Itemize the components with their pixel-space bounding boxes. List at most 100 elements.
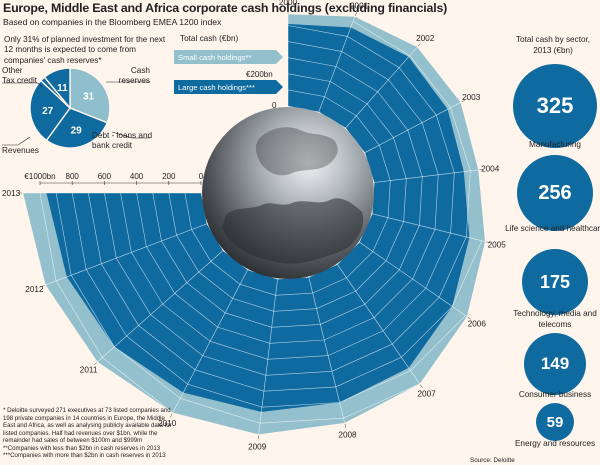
year-tick-2001 xyxy=(354,12,357,16)
spoke-2002 xyxy=(345,46,418,129)
pie-leader-other xyxy=(2,82,43,88)
spoke-2010 xyxy=(172,269,248,413)
year-tick-2003 xyxy=(461,99,466,103)
year-label-2010: 2010 xyxy=(158,419,177,428)
gridline-200 xyxy=(168,73,407,312)
year-label-2001: 2001 xyxy=(350,2,369,11)
year-label-2008: 2008 xyxy=(338,431,357,440)
globe xyxy=(202,107,374,279)
sector-consumer-circle: 149 xyxy=(524,333,586,395)
spoke-2007 xyxy=(337,264,420,385)
source-note: Source: Deloitte xyxy=(470,457,515,464)
spoke-2012 xyxy=(45,223,207,286)
year-label-2007: 2007 xyxy=(417,390,436,399)
pie-slice-other xyxy=(43,67,71,110)
year-label-2000: 2000 xyxy=(279,0,298,7)
legend-large-swatch xyxy=(174,80,283,94)
gridline-300 xyxy=(152,57,423,328)
gridline-1000 xyxy=(39,192,173,413)
legend-large-label: Large cash holdings*** xyxy=(178,83,255,92)
axis-title: Total cash (€bn) xyxy=(180,34,239,43)
footnote-1: * Deloitte surveyed 271 executives at 73… xyxy=(3,407,172,444)
pie-leader-debt xyxy=(111,131,150,139)
area-layer xyxy=(23,14,485,435)
spoke-2009 xyxy=(258,279,278,435)
legend-small-swatch xyxy=(174,50,283,64)
year-label-2002: 2002 xyxy=(416,34,435,43)
scale-tick-1000: €1000bn xyxy=(24,172,55,181)
chart-title: Europe, Middle East and Africa corporate… xyxy=(3,1,448,15)
pie-label-tax: Tax credit xyxy=(2,76,38,85)
sector-life-science-label: Life science and healthcare xyxy=(505,224,600,233)
year-label-2003: 2003 xyxy=(462,93,481,102)
year-tick-2002 xyxy=(417,43,421,47)
pie-label-other: Other xyxy=(2,66,23,75)
pie-slice-revenues xyxy=(29,79,71,142)
sector-energy-circle: 59 xyxy=(536,403,574,441)
year-tick-2010 xyxy=(170,413,173,418)
year-tick-2005 xyxy=(485,241,490,244)
sector-technology-circle: 175 xyxy=(522,249,588,315)
chart-subtitle: Based on companies in the Bloomberg EMEA… xyxy=(3,17,222,27)
globe-land-shape xyxy=(222,198,364,264)
year-label-2006: 2006 xyxy=(468,319,487,328)
year-label-2012: 2012 xyxy=(25,285,44,294)
footnotes: * Deloitte surveyed 271 executives at 73… xyxy=(3,407,173,460)
year-label-2009: 2009 xyxy=(248,442,267,451)
year-tick-2008 xyxy=(344,423,347,428)
pie-value-revenues: 27 xyxy=(42,106,54,117)
year-tick-2006 xyxy=(467,316,472,320)
legend-small-label: Small cash holdings** xyxy=(178,53,252,62)
pie-chart: 31 29 27 11 xyxy=(2,67,150,149)
scale-tick-600: 600 xyxy=(98,172,112,181)
sector-manufacturing-circle: 325 xyxy=(513,64,597,148)
sector-life-science-circle: 256 xyxy=(517,155,593,231)
spoke-2006 xyxy=(359,242,468,317)
pie-intro-text: Only 31% of planned investment for the n… xyxy=(4,35,166,65)
year-tick-2012 xyxy=(40,285,45,287)
spoke-2001 xyxy=(318,16,356,112)
year-label-2004: 2004 xyxy=(481,165,500,174)
scale-tick-0: 0 xyxy=(199,172,204,181)
spoke-2005 xyxy=(372,213,486,242)
area-large-cash-holdings xyxy=(46,23,470,413)
spoke-2011 xyxy=(97,250,224,362)
year-label-2013: 2013 xyxy=(2,189,21,198)
tick-200-label: €200bn xyxy=(246,70,273,79)
sector-title: Total cash by sector, 2013 (€bn) xyxy=(515,35,591,55)
sector-consumer-label: Consumer business xyxy=(518,390,592,399)
pie-value-other: 11 xyxy=(57,83,68,94)
pie-slice-debt-loans-and-bank-credit xyxy=(45,107,109,149)
pie-slice-cash-reserves xyxy=(69,67,111,124)
year-tick-2007 xyxy=(420,384,423,389)
pie-label-debt: Debt - loans and bank credit xyxy=(92,131,153,150)
footnote-2: **Companies with less than $2bn in cash … xyxy=(3,444,161,452)
pie-value-cash-reserves: 31 xyxy=(83,91,95,102)
spoke-2003 xyxy=(364,102,461,153)
grid-layer xyxy=(23,14,486,435)
gridline-100 xyxy=(184,89,391,296)
scale-tick-200: 200 xyxy=(162,172,176,181)
pie-value-debt-loans-and-bank-credit: 29 xyxy=(71,126,83,137)
spoke-2004 xyxy=(374,169,479,183)
year-label-2005: 2005 xyxy=(488,240,507,249)
globe-land-north xyxy=(255,127,338,176)
spoke-2008 xyxy=(308,277,345,423)
year-labels: 2000 200120022003200420052006200720082009… xyxy=(2,0,506,451)
sector-energy-label: Energy and resources xyxy=(514,439,596,448)
legend xyxy=(174,50,283,94)
year-tick-2011 xyxy=(93,362,97,366)
sector-technology-label: Technology, media and telecoms xyxy=(513,309,597,329)
pie-label-cash: Cash reserves xyxy=(118,66,150,85)
tick-0-label: 0 xyxy=(272,101,277,110)
scale-ticks: €1000bn 800 600 400 200 0 xyxy=(24,172,204,185)
gridline-500 xyxy=(120,25,455,360)
scale-tick-400: 400 xyxy=(130,172,144,181)
pie-label-revenues: Revenues xyxy=(2,146,39,155)
gridline-400 xyxy=(136,41,439,344)
footnote-3: ***Companies with more than $2bn in cash… xyxy=(3,452,166,459)
sector-manufacturing-label: Manufacturing xyxy=(529,140,581,149)
year-label-2011: 2011 xyxy=(80,366,98,375)
scale-tick-800: 800 xyxy=(66,172,80,181)
